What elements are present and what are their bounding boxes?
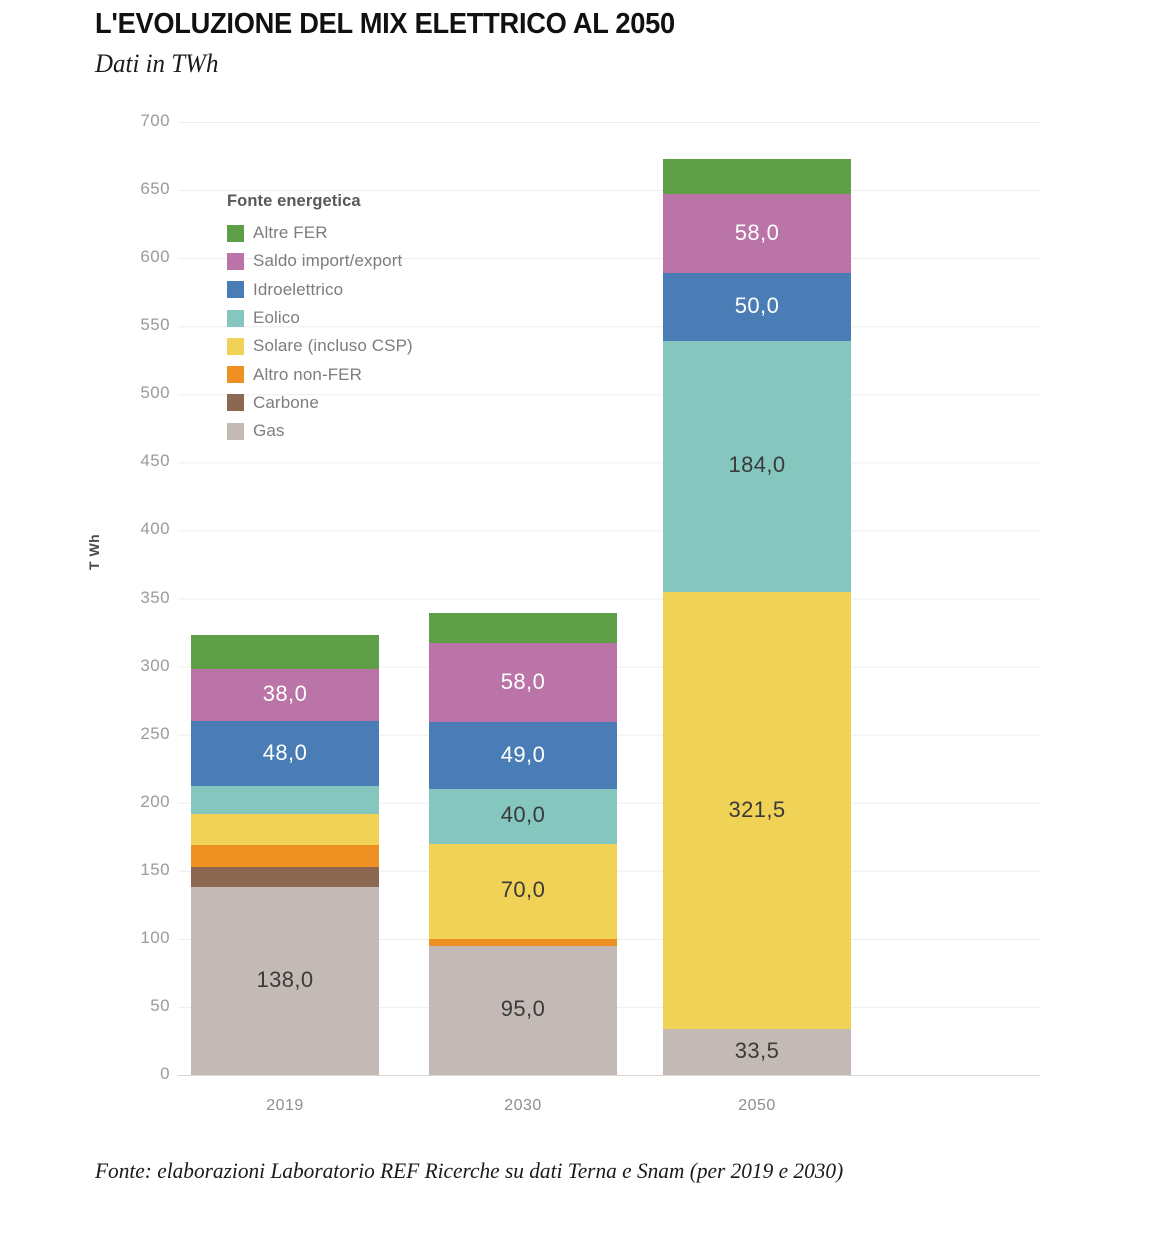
y-tick-label: 600 — [140, 247, 170, 267]
bar-value-label: 49,0 — [500, 741, 546, 767]
bar-value-label: 40,0 — [500, 802, 546, 828]
legend-item-label: Altre FER — [253, 223, 328, 243]
legend-item-label: Carbone — [253, 392, 319, 412]
bar-segment[interactable]: 33,5 — [663, 1029, 851, 1075]
legend-item-label: Altro non-FER — [253, 364, 363, 384]
bar-value-label: 138,0 — [256, 967, 314, 993]
bar-segment[interactable]: 95,0 — [429, 945, 617, 1075]
legend-item-label: Gas — [253, 421, 285, 441]
legend-item[interactable]: Carbone — [227, 389, 413, 417]
bar-segment[interactable] — [663, 158, 851, 195]
bar-segment[interactable]: 184,0 — [663, 341, 851, 592]
bar-value-label: 70,0 — [500, 877, 546, 903]
bar-segment[interactable] — [429, 613, 617, 644]
legend-item[interactable]: Eolico — [227, 304, 413, 332]
x-tick-label: 2030 — [504, 1097, 542, 1114]
legend-swatch-icon — [227, 394, 244, 412]
legend-swatch-icon — [227, 422, 244, 440]
y-tick-label: 700 — [140, 111, 170, 130]
bar-segment[interactable]: 50,0 — [663, 273, 851, 342]
source-note: Fonte: elaborazioni Laboratorio REF Rice… — [95, 1158, 844, 1183]
bar-value-label: 58,0 — [500, 668, 546, 694]
bar-segment[interactable]: 58,0 — [429, 643, 617, 723]
y-tick-label: 650 — [140, 179, 170, 199]
bar-segment[interactable]: 49,0 — [429, 722, 617, 790]
legend-item[interactable]: Saldo import/export — [227, 247, 413, 275]
y-tick-label: 200 — [140, 791, 170, 811]
bar-segment[interactable]: 70,0 — [429, 843, 617, 939]
y-tick-label: 350 — [140, 587, 170, 607]
bar-value-label: 33,5 — [734, 1038, 780, 1064]
bar-value-label: 95,0 — [500, 996, 546, 1022]
legend-item[interactable]: Altro non-FER — [227, 360, 413, 388]
bar-value-label: 38,0 — [262, 681, 308, 707]
chart-legend: Fonte energetica Altre FER Saldo import/e… — [227, 192, 413, 445]
y-tick-label: 250 — [140, 723, 170, 743]
chart-header: L'EVOLUZIONE DEL MIX ELETTRICO AL 2050 D… — [95, 8, 1115, 79]
legend-item-label: Idroelettrico — [253, 279, 344, 299]
legend-item[interactable]: Altre FER — [227, 219, 413, 247]
x-tick-label: 2019 — [266, 1097, 304, 1114]
y-tick-label: 450 — [140, 451, 170, 471]
bar-segment[interactable]: 58,0 — [663, 194, 851, 274]
chart-subtitle: Dati in TWh — [95, 49, 219, 79]
bar-segment[interactable] — [191, 813, 379, 845]
legend-swatch-icon — [227, 224, 244, 242]
legend-swatch-icon — [227, 337, 244, 355]
y-tick-label: 550 — [140, 315, 170, 335]
legend-title: Fonte energetica — [227, 192, 361, 210]
bar-segment[interactable] — [191, 866, 379, 888]
y-tick-label: 0 — [160, 1064, 170, 1083]
bar-segment[interactable]: 38,0 — [191, 669, 379, 721]
bar-segment[interactable]: 321,5 — [663, 591, 851, 1030]
y-tick-label: 100 — [140, 927, 170, 947]
y-axis-ticks: 700 650 600 550 500 450 400 350 300 250 200 150 100 5… — [108, 0, 170, 1100]
legend-swatch-icon — [227, 281, 244, 299]
legend-swatch-icon — [227, 252, 244, 270]
bar-segment[interactable]: 138,0 — [191, 887, 379, 1075]
legend-item[interactable]: Solare (incluso CSP) — [227, 332, 413, 360]
bar-value-label: 48,0 — [262, 739, 308, 765]
legend-item-label: Eolico — [253, 308, 300, 328]
bar-value-label: 321,5 — [728, 796, 786, 822]
y-axis-title: T Wh — [86, 533, 102, 570]
page-title: L'EVOLUZIONE DEL MIX ELETTRICO AL 2050 — [95, 8, 675, 40]
y-tick-label: 300 — [140, 655, 170, 675]
legend-swatch-icon — [227, 366, 244, 384]
x-tick-label: 2050 — [738, 1097, 776, 1114]
y-tick-label: 500 — [140, 383, 170, 403]
bar-segment[interactable]: 40,0 — [429, 789, 617, 844]
bar-segment[interactable]: 48,0 — [191, 721, 379, 787]
y-tick-label: 50 — [150, 995, 170, 1015]
legend-item[interactable]: Idroelettrico — [227, 276, 413, 304]
bar-segment[interactable] — [429, 938, 617, 946]
legend-item-label: Saldo import/export — [253, 251, 403, 271]
y-tick-label: 150 — [140, 859, 170, 879]
bar-value-label: 50,0 — [734, 293, 780, 319]
legend-swatch-icon — [227, 309, 244, 327]
legend-item[interactable]: Gas — [227, 417, 413, 445]
bar-value-label: 58,0 — [734, 219, 780, 245]
y-tick-label: 400 — [140, 519, 170, 539]
bar-segment[interactable] — [191, 635, 379, 670]
bar-segment[interactable] — [191, 786, 379, 814]
legend-item-label: Solare (incluso CSP) — [253, 336, 413, 356]
bar-segment[interactable] — [191, 844, 379, 867]
bar-value-label: 184,0 — [728, 452, 786, 478]
